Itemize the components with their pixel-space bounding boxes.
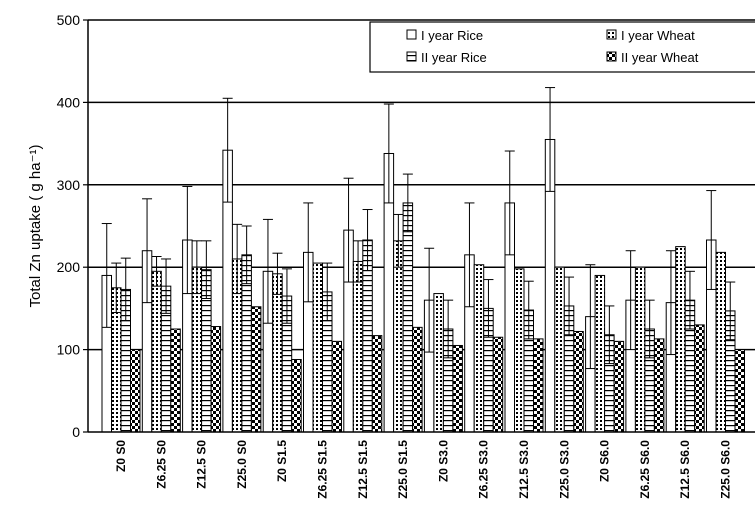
bar-i-year-wheat xyxy=(594,274,606,433)
x-tick-label: Z12.5 S1.5 xyxy=(356,440,370,499)
bar-i-year-wheat xyxy=(554,266,565,433)
bar-ii-year-wheat xyxy=(492,336,504,433)
bar-ii-year-wheat xyxy=(130,349,141,433)
y-tick-label: 100 xyxy=(57,342,81,358)
x-tick-label: Z6.25 S0 xyxy=(154,440,168,489)
bar-ii-year-wheat xyxy=(170,328,181,433)
bar-ii-year-wheat xyxy=(291,358,302,433)
y-axis-label: Total Zn uptake ( g ha⁻¹) xyxy=(27,145,44,308)
y-tick-label: 500 xyxy=(57,12,81,28)
legend-label: II year Rice xyxy=(421,50,487,65)
bar-ii-year-rice xyxy=(402,202,414,433)
bar-i-year-wheat xyxy=(675,246,686,433)
x-tick-label: Z6.25 S3.0 xyxy=(477,440,491,499)
y-tick-label: 300 xyxy=(57,177,81,193)
x-tick-label: Z12.5 S3.0 xyxy=(517,440,531,499)
bar-ii-year-wheat xyxy=(210,326,222,433)
y-tick-label: 200 xyxy=(57,259,81,275)
legend-swatch xyxy=(406,51,417,62)
legend-label: I year Wheat xyxy=(621,28,695,43)
x-tick-label: Z25.0 S1.5 xyxy=(396,440,410,499)
bar-ii-year-wheat xyxy=(331,340,342,433)
bar-i-year-wheat xyxy=(312,262,323,433)
x-axis-ticks: Z0 S0 Z6.25 S0 Z12.5 S0 Z25.0 S0 Z0 S1.5 Z6.2… xyxy=(114,440,733,499)
x-tick-label: Z25.0 S3.0 xyxy=(557,440,571,499)
bar-ii-year-wheat xyxy=(573,330,584,433)
bar-ii-year-wheat xyxy=(533,338,544,433)
bar-ii-year-wheat xyxy=(694,324,705,433)
x-tick-label: Z6.25 S1.5 xyxy=(316,440,330,499)
legend-swatch xyxy=(606,51,617,62)
x-tick-label: Z25.0 S0 xyxy=(235,440,249,489)
x-tick-label: Z12.5 S6.0 xyxy=(678,440,692,499)
bar-i-year-wheat xyxy=(151,270,162,433)
y-tick-label: 400 xyxy=(57,94,81,110)
bar-i-year-wheat xyxy=(272,273,283,433)
x-tick-label: Z0 S6.0 xyxy=(598,440,612,482)
x-tick-label: Z6.25 S6.0 xyxy=(638,440,652,499)
y-tick-label: 0 xyxy=(72,424,80,440)
x-tick-label: Z0 S1.5 xyxy=(275,440,289,482)
legend-label: II year Wheat xyxy=(621,50,699,65)
x-tick-label: Z0 S0 xyxy=(114,440,128,472)
legend-swatch xyxy=(406,29,417,40)
bar-ii-year-wheat xyxy=(613,340,625,433)
legend-box xyxy=(369,21,755,73)
legend-label: I year Rice xyxy=(421,28,483,43)
bars xyxy=(101,138,745,433)
bar-i-year-wheat xyxy=(634,266,646,433)
y-axis-ticks: 0 100 200 300 400 500 xyxy=(57,12,88,440)
bar-ii-year-wheat xyxy=(250,306,262,433)
bar-ii-year-wheat xyxy=(412,326,423,433)
bar-i-year-wheat xyxy=(393,240,404,433)
bar-i-year-wheat xyxy=(352,260,364,433)
bar-ii-year-wheat xyxy=(734,349,745,433)
bar-i-year-wheat xyxy=(433,293,444,433)
bar-i-year-wheat xyxy=(473,264,485,433)
error-bars xyxy=(101,87,736,370)
legend: I year Rice I year Wheat II year Rice II ye… xyxy=(369,21,755,73)
x-tick-label: Z0 S3.0 xyxy=(436,440,450,482)
x-tick-label: Z25.0 S6.0 xyxy=(719,440,733,499)
bar-ii-year-wheat xyxy=(653,338,665,433)
bar-ii-year-wheat xyxy=(452,344,463,433)
legend-swatch xyxy=(606,29,617,40)
bar-ii-year-wheat xyxy=(371,335,383,433)
x-tick-label: Z12.5 S0 xyxy=(195,440,209,489)
bar-i-year-wheat xyxy=(715,251,726,433)
bar-i-year-wheat xyxy=(514,268,525,433)
